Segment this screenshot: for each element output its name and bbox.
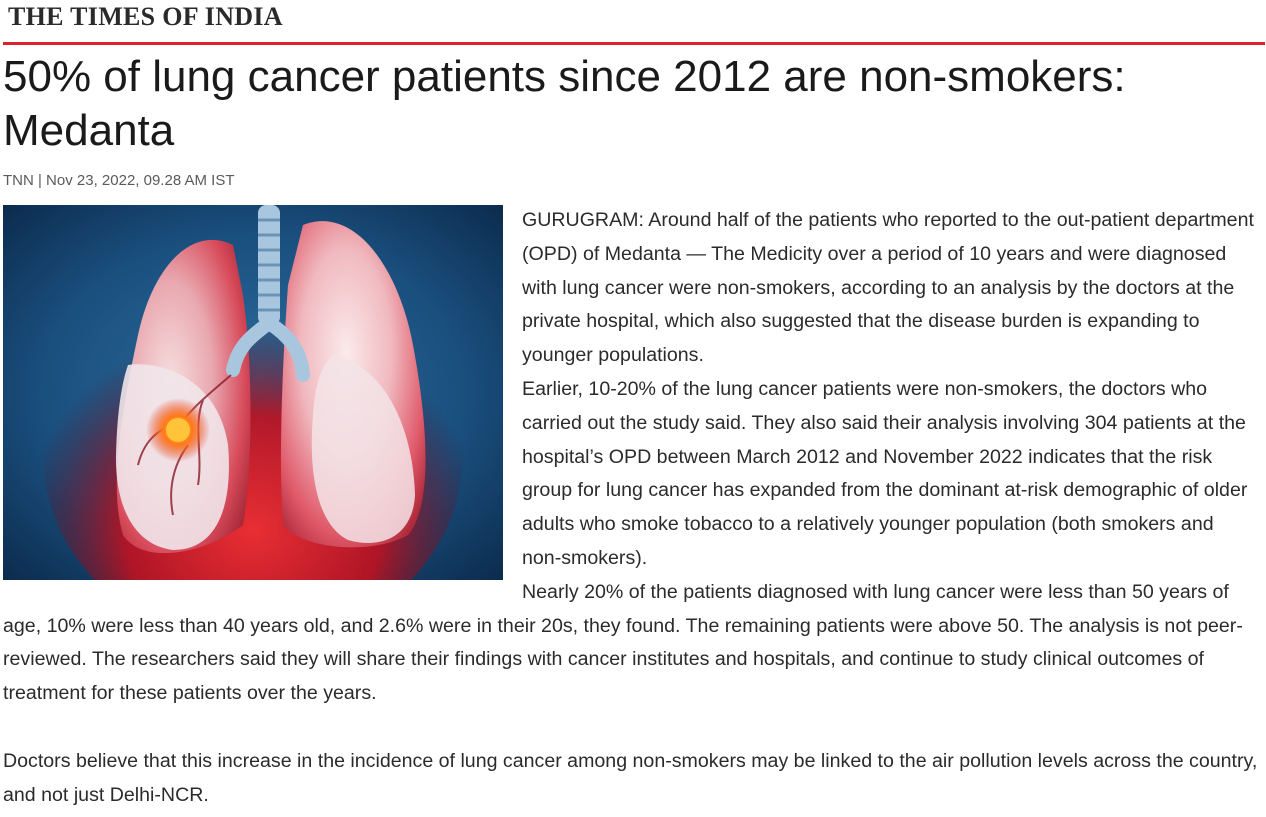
article-paragraph: Nearly 20% of the patients diagnosed wit… (3, 580, 1243, 705)
masthead-logo[interactable]: THE TIMES OF INDIA (8, 2, 283, 31)
article-paragraph: GURUGRAM: Around half of the patients wh… (522, 209, 1254, 367)
article-byline: TNN | Nov 23, 2022, 09.28 AM IST (3, 172, 235, 189)
article-headline: 50% of lung cancer patients since 2012 a… (3, 52, 1126, 155)
lungs-illustration (3, 205, 503, 580)
article-paragraph: Doctors believe that this increase in th… (3, 749, 1258, 806)
article-image (3, 205, 503, 580)
masthead-divider (3, 42, 1265, 45)
article-paragraph: Earlier, 10-20% of the lung cancer patie… (522, 377, 1248, 569)
article-body: GURUGRAM: Around half of the patients wh… (3, 204, 1258, 812)
